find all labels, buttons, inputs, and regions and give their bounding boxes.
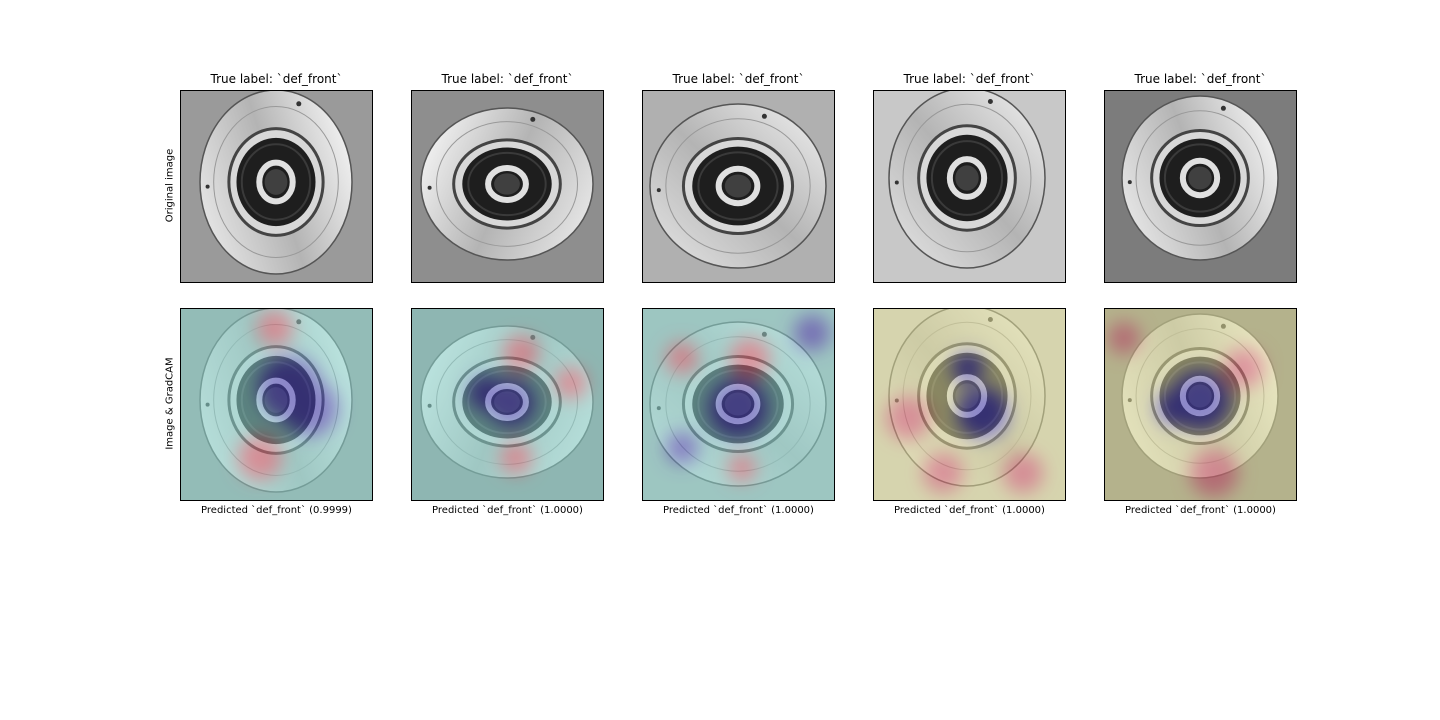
prediction-label: Predicted `def_front` (0.9999) [201, 505, 352, 516]
gradcam-overlay-image [642, 308, 835, 501]
column-title: True label: `def_front` [672, 72, 805, 86]
column-title: True label: `def_front` [1134, 72, 1267, 86]
original-image [411, 90, 604, 283]
gradcam-overlay-image [411, 308, 604, 501]
gradcam-overlay-image [873, 308, 1066, 501]
gradcam-overlay-image [180, 308, 373, 501]
original-image [180, 90, 373, 283]
original-image [1104, 90, 1297, 283]
row-label-gradcam: Image & GradCAM [164, 357, 176, 450]
prediction-label: Predicted `def_front` (1.0000) [894, 505, 1045, 516]
original-image [873, 90, 1066, 283]
prediction-label: Predicted `def_front` (1.0000) [1125, 505, 1276, 516]
prediction-label: Predicted `def_front` (1.0000) [663, 505, 814, 516]
column-title: True label: `def_front` [903, 72, 1036, 86]
column-title: True label: `def_front` [441, 72, 574, 86]
prediction-label: Predicted `def_front` (1.0000) [432, 505, 583, 516]
row-label-original: Original image [164, 148, 176, 223]
original-image [642, 90, 835, 283]
gradcam-overlay-image [1104, 308, 1297, 501]
column-title: True label: `def_front` [210, 72, 343, 86]
